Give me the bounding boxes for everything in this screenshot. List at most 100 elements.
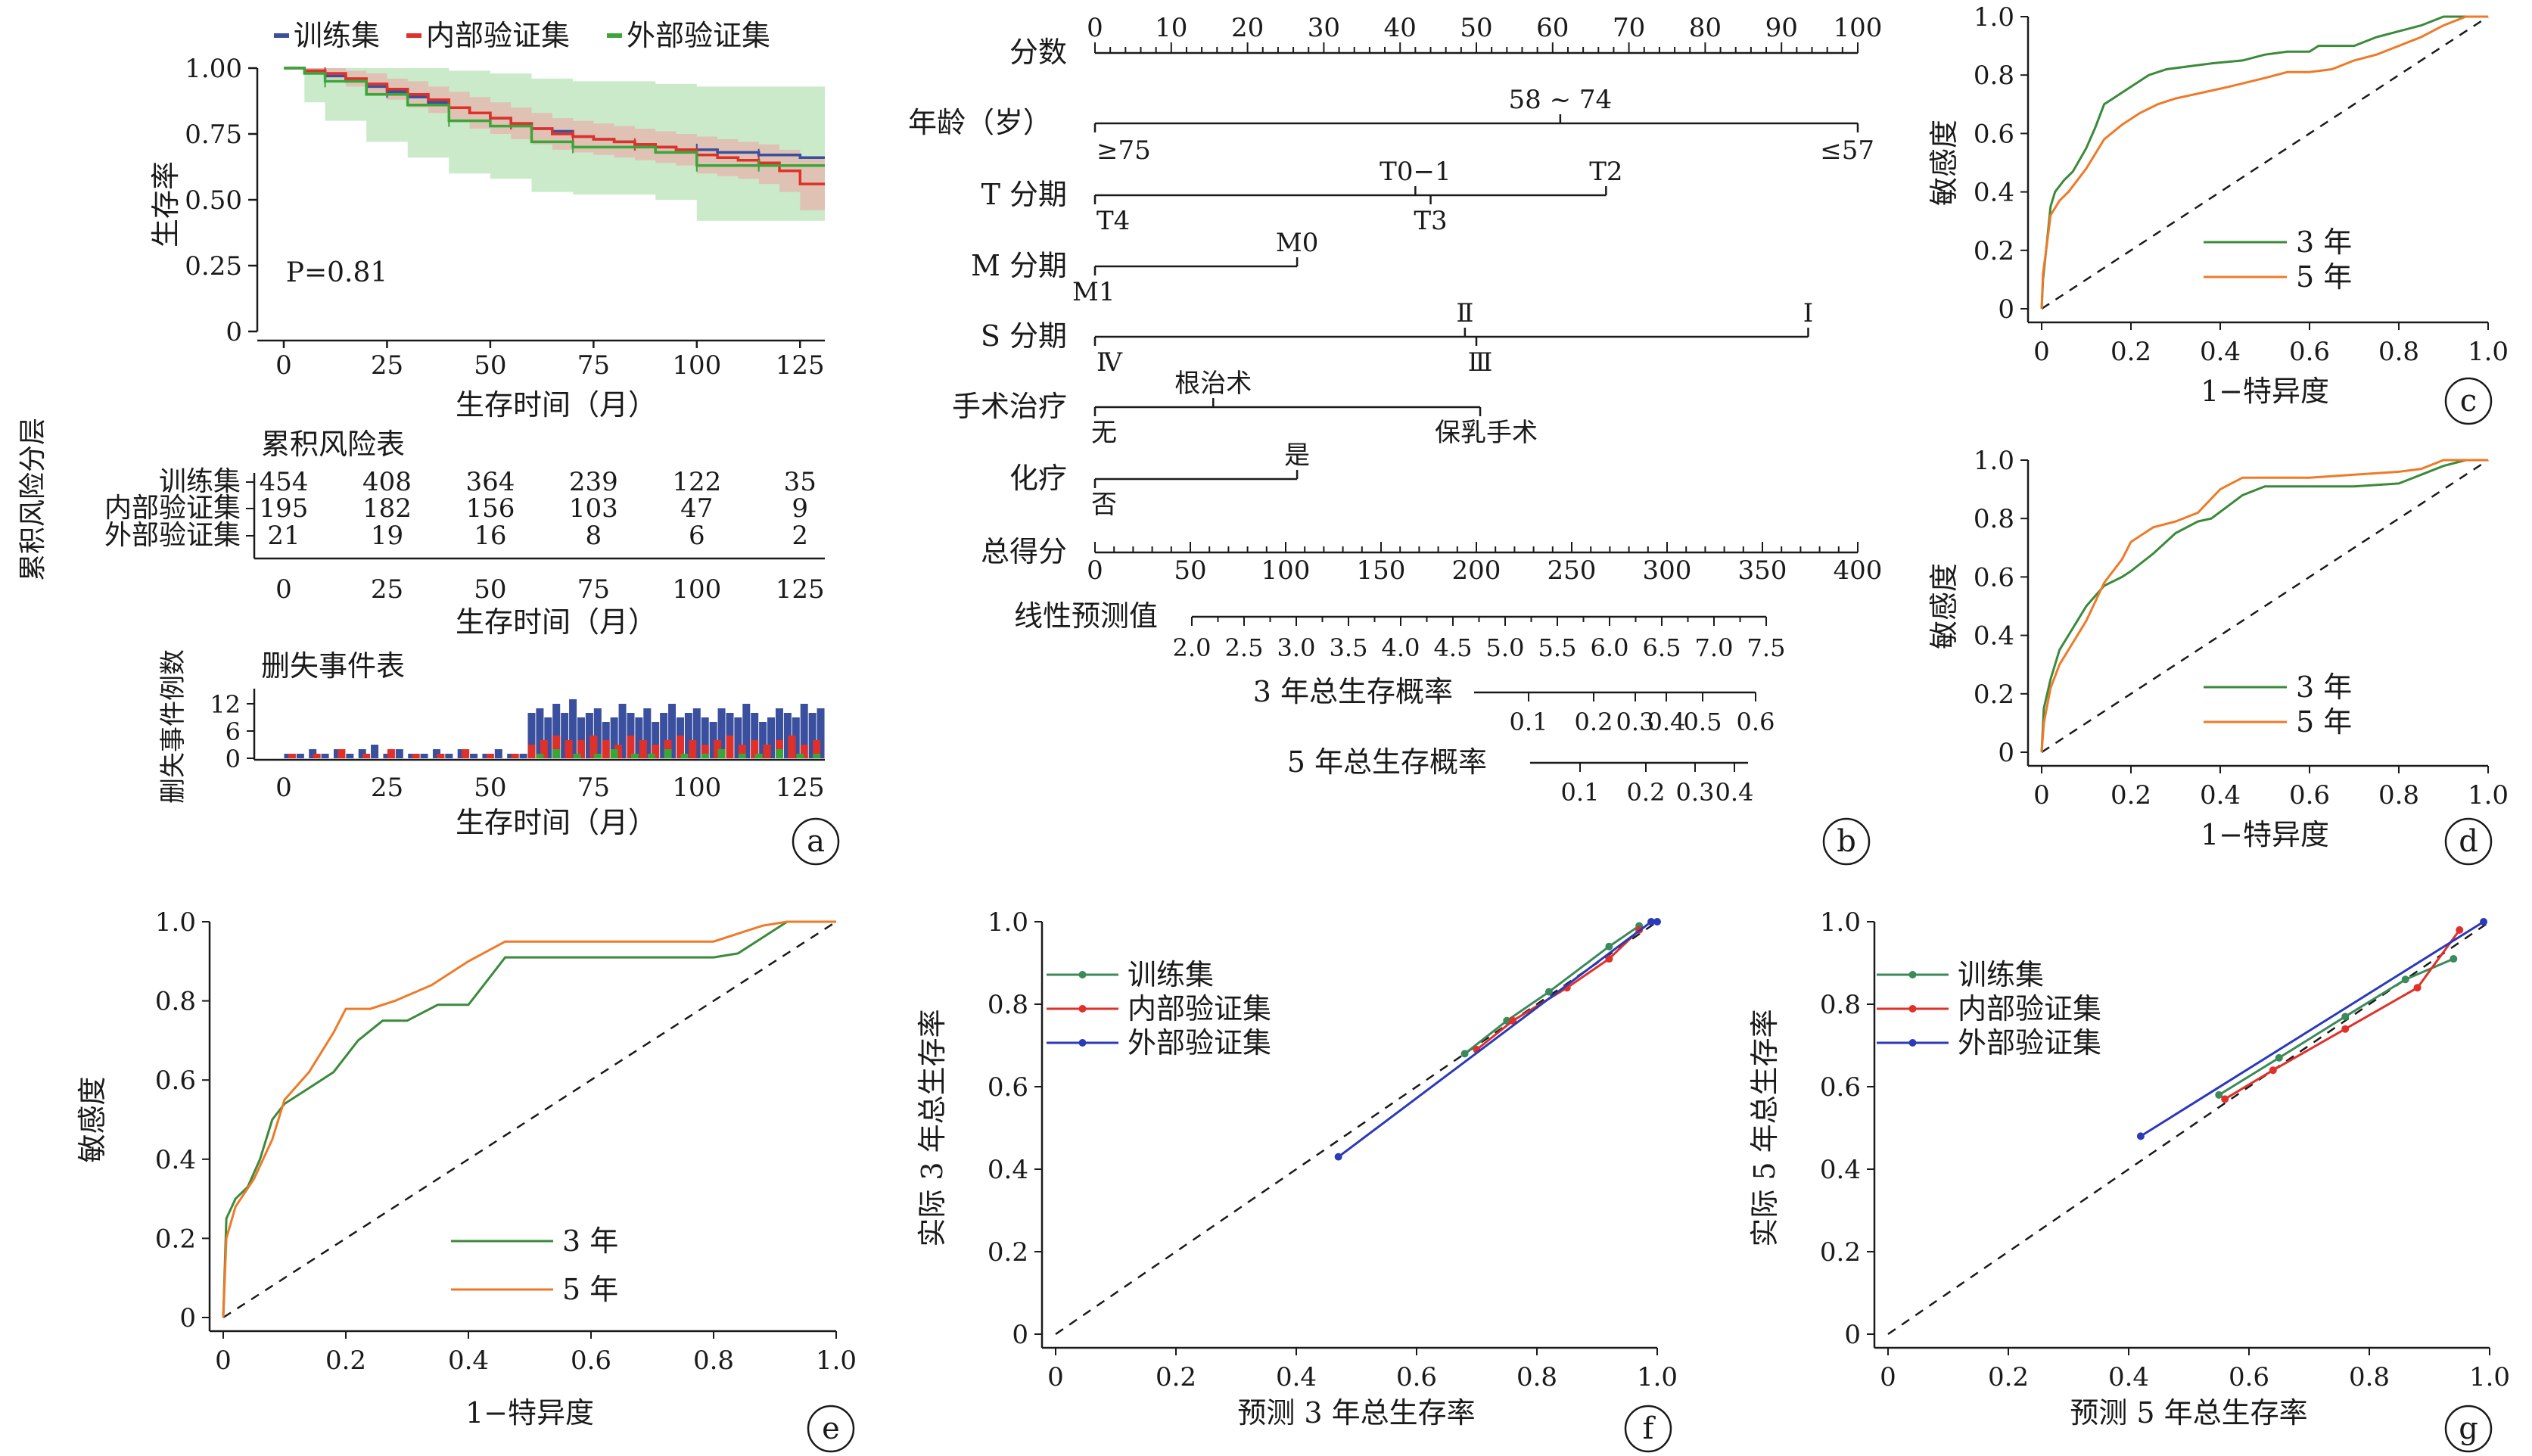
censor-bar	[544, 717, 552, 758]
panel-f-y-tick-label: 0.8	[988, 990, 1028, 1020]
censor-bar	[585, 713, 593, 758]
panel-f-point-2	[1334, 1153, 1342, 1161]
risk-cell: 8	[586, 521, 602, 551]
panel-f-x-axis-title: 预测 3 年总生存率	[1237, 1396, 1475, 1430]
panel-e-x-tick-label: 0.8	[693, 1346, 734, 1376]
panel-d-curve-1	[2040, 459, 2488, 753]
km-y-tick-label: 0.50	[185, 185, 242, 216]
panel-g-x-tick-label: 0	[1880, 1362, 1896, 1392]
censor-bar	[783, 713, 792, 758]
risk-cell: 364	[465, 467, 515, 497]
censor-bar	[751, 713, 759, 758]
censor-x-tick-label: 25	[371, 773, 403, 803]
censor-bar	[412, 754, 420, 758]
panel-e-x-tick-label: 0.2	[325, 1346, 366, 1376]
panel-f-point-0	[1605, 942, 1613, 950]
censor-bar	[680, 754, 689, 758]
panel-e-y-tick-label: 0.2	[155, 1224, 196, 1254]
panel-f-reference-diagonal	[1055, 920, 1658, 1336]
panel-f-x-tick-label: 0.2	[1156, 1362, 1196, 1392]
censor-x-tick-label: 0	[275, 773, 292, 803]
nomogram-lp-tick-label: 2.0	[1173, 633, 1212, 662]
censor-bar	[652, 745, 660, 758]
nomogram-points-tick-label: 20	[1231, 13, 1264, 43]
panel-g-legend-marker	[1908, 1005, 1917, 1013]
panel-f-y-tick-label: 1.0	[988, 907, 1028, 938]
censor-bar	[362, 754, 371, 758]
panel-g-y-tick-label: 1.0	[1820, 907, 1861, 938]
nomogram-lp-tick-label: 6.0	[1591, 633, 1629, 662]
panel-c-x-tick-label: 0.8	[2378, 337, 2419, 367]
nomogram-5y-tick-label: 0.4	[1715, 778, 1754, 807]
panel-f-y-tick-label: 0.4	[988, 1155, 1028, 1185]
nomogram-points-tick-label: 10	[1155, 13, 1187, 43]
censor-bar	[296, 754, 304, 758]
nomogram-surgery-label: 根治术	[1174, 369, 1252, 399]
panel-c-x-tick-label: 0.6	[2289, 337, 2330, 367]
km-legend-label: 内部验证集	[426, 19, 570, 52]
censor-bar	[618, 704, 627, 758]
censor-bar	[540, 740, 548, 758]
nomogram-3y-tick-label: 0.6	[1737, 708, 1775, 736]
panel-f-legend-marker	[1078, 1039, 1087, 1047]
panel-d-legend-label: 5 年	[2296, 705, 2352, 739]
censor-bar	[763, 745, 771, 758]
censor-bar	[321, 754, 329, 758]
nomogram-points-tick-label: 40	[1384, 13, 1417, 43]
panel-g-y-tick-label: 0.4	[1820, 1155, 1861, 1185]
censor-bar	[527, 713, 536, 758]
panel-g-y-axis-title: 实际 5 年总生存率	[1748, 1009, 1781, 1246]
panel-c-legend-label: 5 年	[2296, 260, 2352, 294]
nomogram-5y-tick-label: 0.1	[1561, 778, 1600, 807]
panel-g-legend-marker	[1908, 1039, 1917, 1047]
km-x-tick-label: 25	[371, 350, 403, 381]
panel-f-point-0	[1544, 988, 1553, 996]
panel-f-legend-marker	[1078, 971, 1087, 978]
panel-g-x-tick-label: 1.0	[2469, 1362, 2510, 1392]
panel-c-reference-diagonal	[2041, 15, 2489, 310]
nomogram-row-label: 分数	[1009, 36, 1067, 69]
panel-f-x-tick-label: 1.0	[1637, 1362, 1678, 1392]
panel-c-x-axis-title: 1−特异度	[2201, 375, 2329, 408]
censor-bar	[288, 754, 296, 758]
panel-g-legend-label: 外部验证集	[1958, 1026, 2101, 1059]
risk-cell: 19	[371, 521, 403, 551]
censor-bar	[486, 754, 494, 758]
panel-g-point-2	[2136, 1132, 2145, 1140]
panel-tag-f: f	[1643, 1411, 1656, 1446]
risk-cell: 9	[792, 493, 808, 524]
panel-g-x-axis-title: 预测 5 年总生存率	[2070, 1396, 2307, 1430]
nomogram-total-tick-label: 150	[1357, 555, 1406, 586]
panel-e-curve-1	[222, 920, 836, 1318]
nomogram-row-label: 年龄（岁）	[908, 106, 1052, 139]
nomogram-age-label: ≥75	[1096, 135, 1151, 166]
censor-bar	[387, 749, 395, 758]
panel-tag-d: d	[2459, 824, 2478, 859]
censor-x-tick-label: 100	[672, 773, 721, 803]
censor-bar	[717, 708, 726, 758]
censor-bar	[610, 749, 618, 758]
censor-bar	[432, 749, 440, 758]
risk-cell: 103	[569, 493, 618, 524]
panel-f-legend-marker	[1078, 1005, 1087, 1013]
nomogram-s-label: Ⅱ	[1456, 298, 1473, 328]
km-y-tick-label: 0.75	[185, 120, 242, 150]
censor-bar	[738, 745, 746, 758]
censor-bar	[565, 740, 573, 758]
panel-f-y-axis-title: 实际 3 年总生存率	[916, 1009, 949, 1246]
panel-g-x-tick-label: 0.2	[1988, 1362, 2029, 1392]
nomogram-total-tick-label: 400	[1834, 555, 1883, 586]
nomogram-total-tick-label: 0	[1087, 555, 1103, 586]
censor-bar	[726, 736, 734, 758]
km-x-axis-title: 生存时间（月）	[456, 388, 657, 422]
censor-bar	[462, 749, 470, 758]
panel-f-x-tick-label: 0	[1047, 1362, 1064, 1392]
panel-f-point-1	[1605, 955, 1613, 963]
risk-cell: 122	[672, 467, 721, 497]
panel-f-y-tick-label: 0.2	[988, 1237, 1028, 1268]
censor-bar	[569, 699, 577, 758]
panel-g-point-0	[2275, 1053, 2283, 1062]
censor-bar	[796, 754, 804, 758]
censor-bar	[676, 736, 684, 758]
